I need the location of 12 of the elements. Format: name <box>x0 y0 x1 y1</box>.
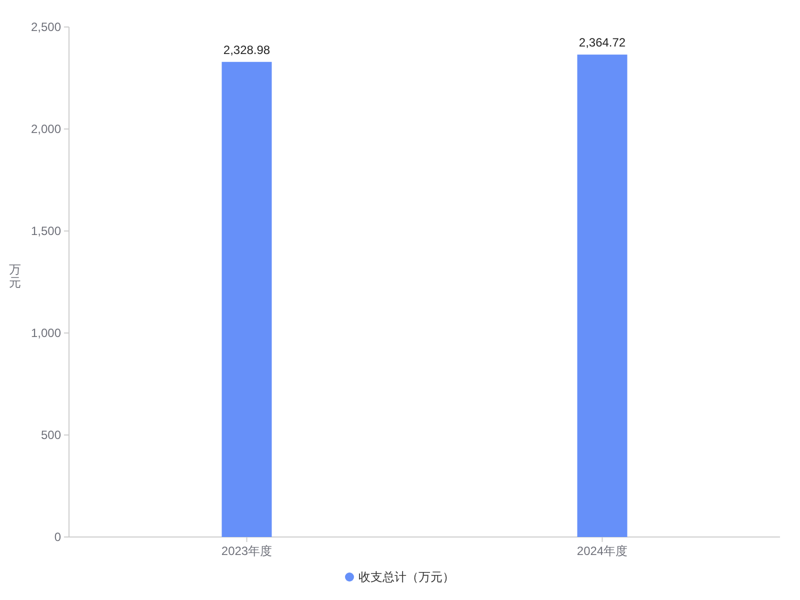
y-tick-label: 1,000 <box>30 326 62 340</box>
x-tick-label: 2024年度 <box>576 544 628 558</box>
y-tick-label: 2,000 <box>30 122 62 136</box>
y-axis-title: 万元 <box>9 262 21 290</box>
data-label: 2,328.98 <box>223 42 270 57</box>
y-tick-label: 2,500 <box>30 20 62 34</box>
y-tick-label: 1,500 <box>30 224 62 238</box>
legend-label: 收支总计（万元） <box>358 570 454 584</box>
data-label: 2,364.72 <box>578 36 626 50</box>
x-tick-label: 2023年度 <box>221 544 272 558</box>
y-tick-label: 500 <box>40 428 62 442</box>
y-tick-label: 0 <box>54 530 62 544</box>
